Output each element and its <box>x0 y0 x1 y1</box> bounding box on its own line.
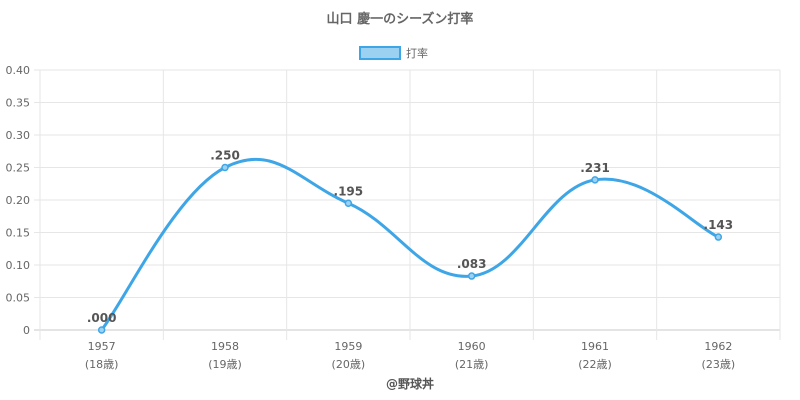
x-axis: 1957 (18歳) 1958 (19歳) 1959 (20歳) 1960 (21歳) 1961… <box>85 340 735 371</box>
data-label: .231 <box>580 161 610 175</box>
y-tick-label: 0.40 <box>6 64 31 77</box>
data-label: .083 <box>457 257 487 271</box>
x-tick-label: 1960 <box>458 340 486 353</box>
data-point <box>97 326 106 334</box>
data-point <box>344 199 353 207</box>
series-batting-average <box>97 157 723 334</box>
legend[interactable]: 打率 <box>359 46 428 60</box>
data-point <box>714 233 723 241</box>
data-point <box>591 176 599 184</box>
x-tick-label: 1959 <box>334 340 362 353</box>
y-tick-label: 0.35 <box>6 97 31 110</box>
data-label: .195 <box>334 184 364 198</box>
y-tick-label: 0.05 <box>6 292 31 305</box>
legend-swatch <box>359 46 401 60</box>
x-tick-label: 1958 <box>211 340 239 353</box>
x-tick-sublabel: (22歳) <box>578 358 612 371</box>
x-tick-label: 1962 <box>704 340 732 353</box>
x-tick-sublabel: (18歳) <box>85 358 119 371</box>
x-tick-sublabel: (21歳) <box>455 358 489 371</box>
x-tick-sublabel: (20歳) <box>332 358 366 371</box>
y-tick-label: 0 <box>23 324 30 337</box>
y-tick-label: 0.15 <box>6 227 31 240</box>
y-tick-label: 0.10 <box>6 259 31 272</box>
x-tick-sublabel: (19歳) <box>208 358 242 371</box>
data-point <box>221 163 229 172</box>
data-point <box>467 272 476 280</box>
series-line <box>100 157 720 332</box>
data-label: .143 <box>704 218 734 232</box>
legend-label: 打率 <box>406 46 428 60</box>
y-tick-label: 0.20 <box>6 194 31 207</box>
chart-title: 山口 慶一のシーズン打率 <box>327 11 474 27</box>
y-axis: 0 0.05 0.10 0.15 0.20 0.25 0.30 0.35 0.40 <box>6 64 31 337</box>
data-labels: .000 .250 .195 .083 .231 .143 <box>87 149 733 326</box>
data-label: .000 <box>87 311 117 325</box>
y-tick-label: 0.25 <box>6 162 31 175</box>
x-tick-label: 1961 <box>581 340 609 353</box>
credit-text: @野球丼 <box>386 376 434 391</box>
x-tick-sublabel: (23歳) <box>702 358 736 371</box>
grid <box>34 69 781 340</box>
y-tick-label: 0.30 <box>6 129 31 142</box>
x-tick-label: 1957 <box>88 340 116 353</box>
data-label: .250 <box>210 149 240 163</box>
